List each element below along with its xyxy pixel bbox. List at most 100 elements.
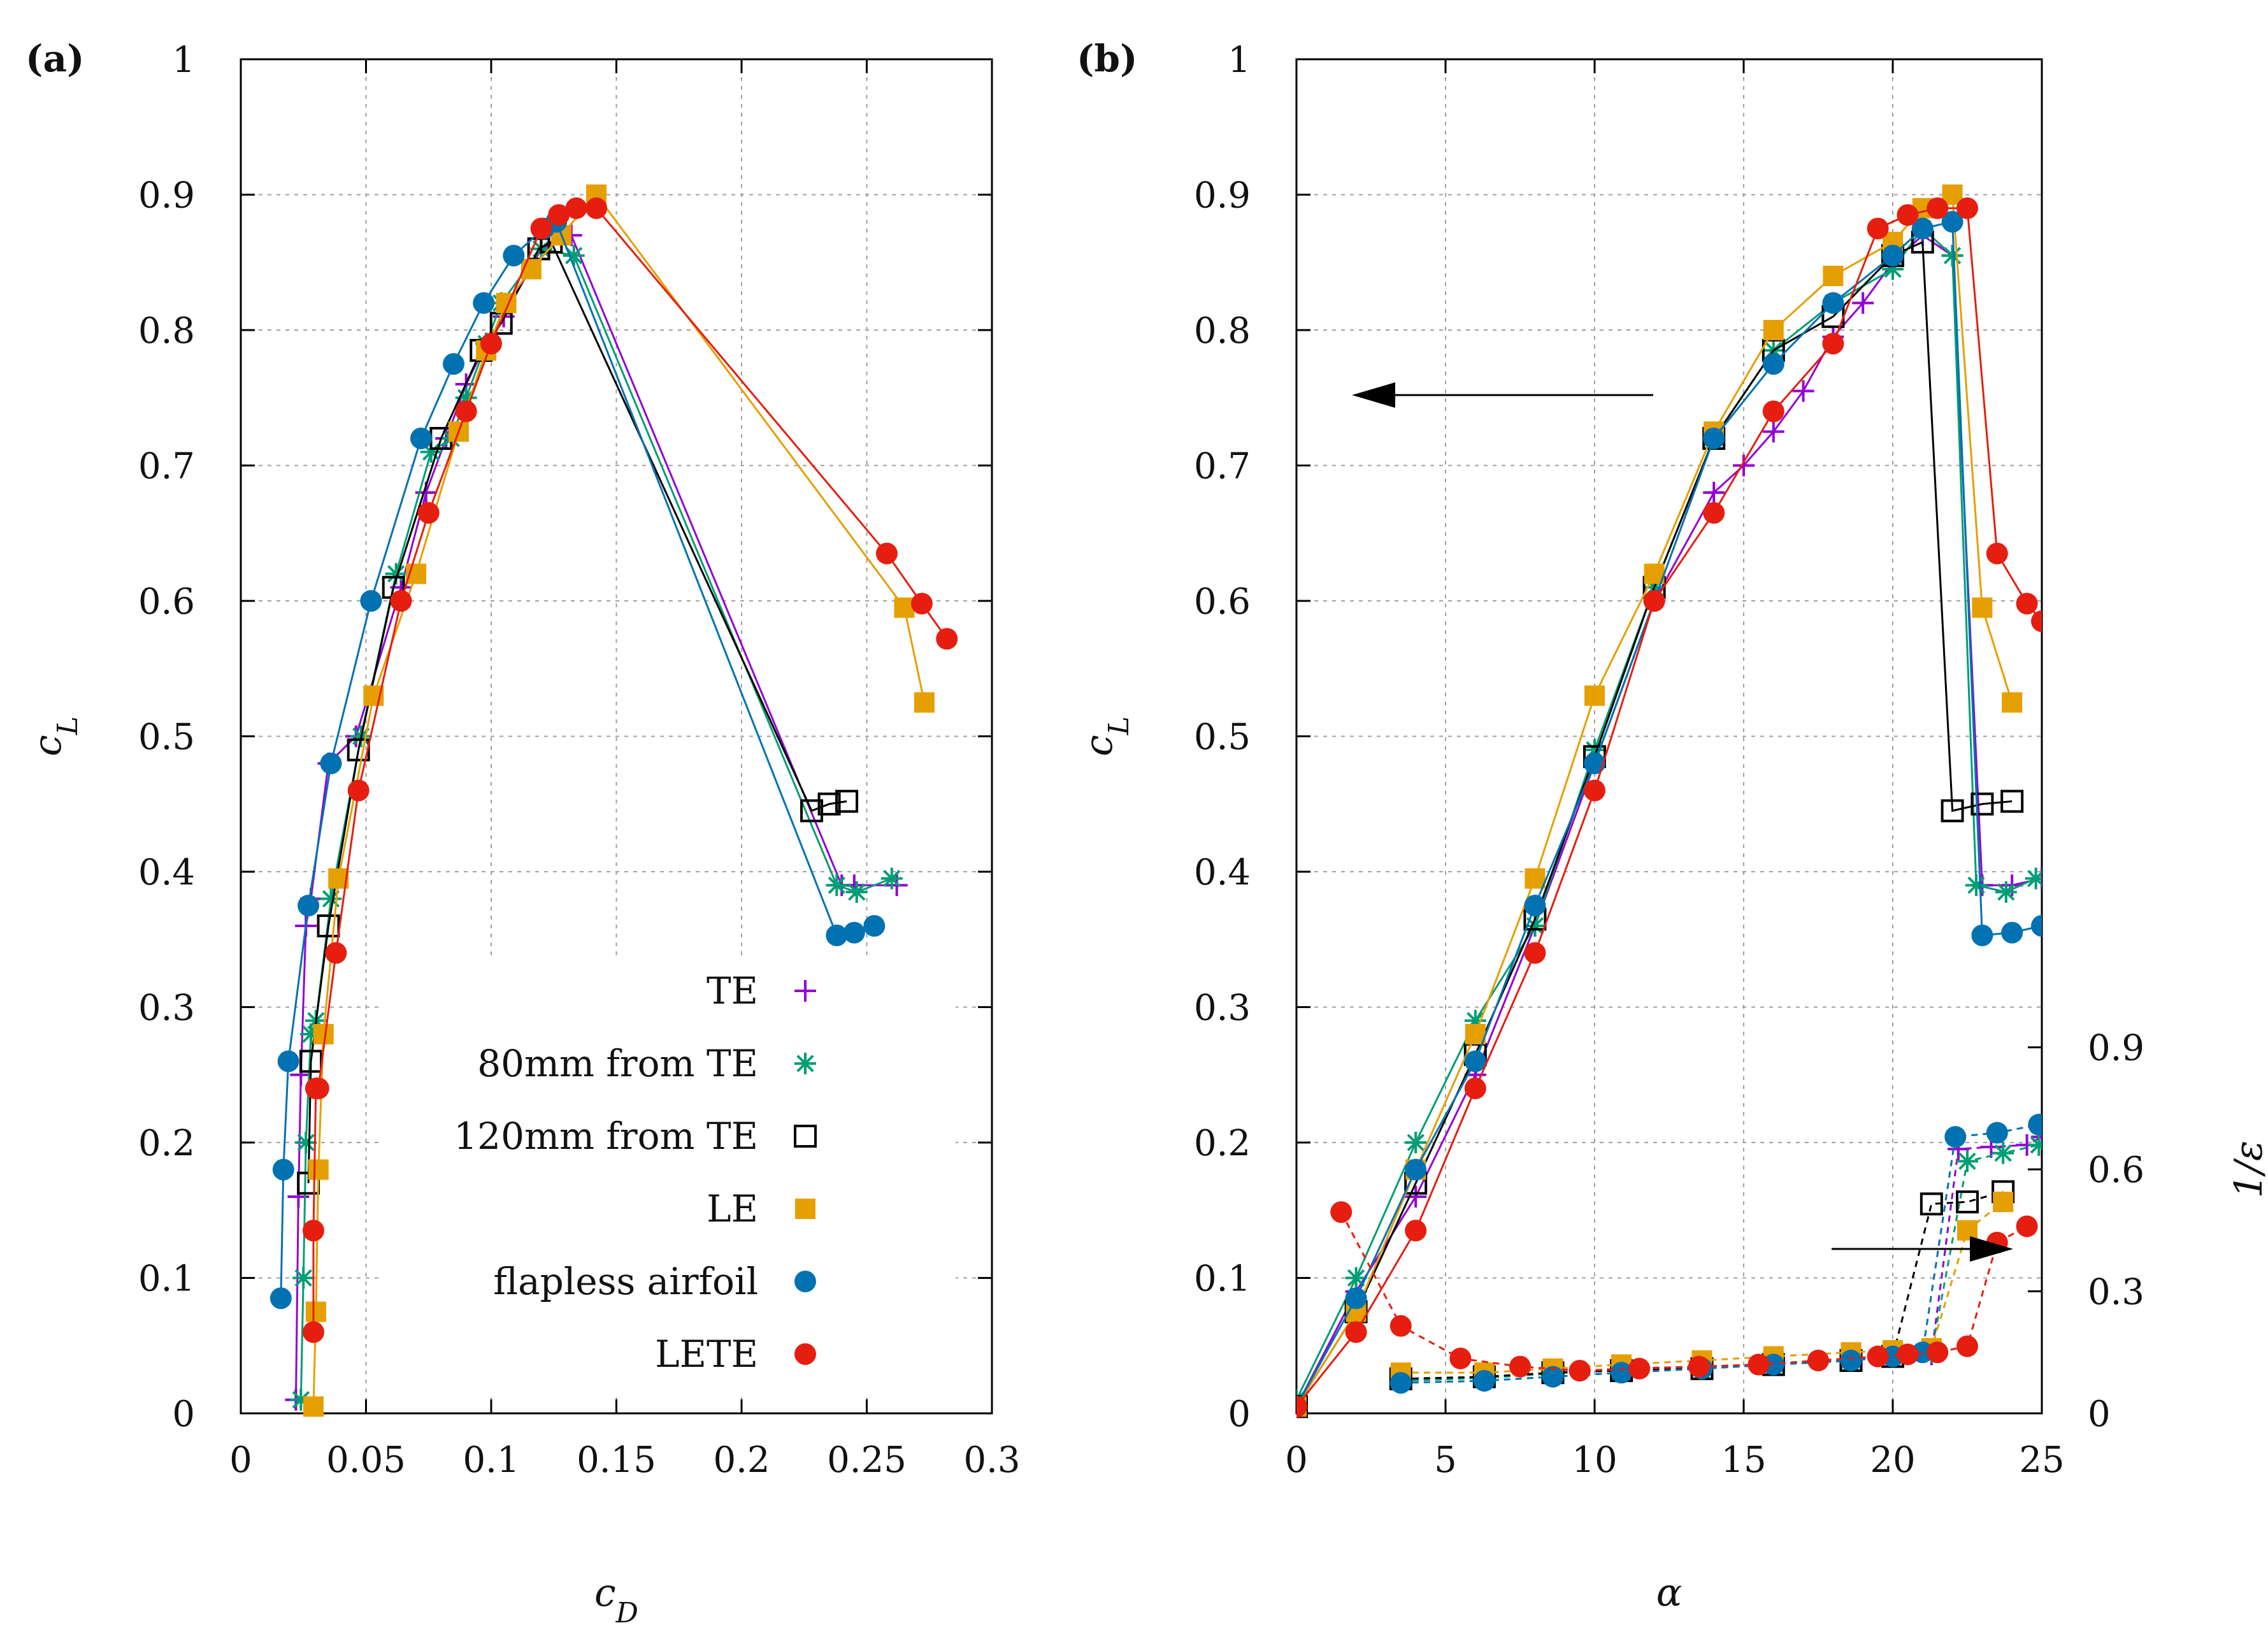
data-point-flapless-airfoil-1 <box>1986 1122 2008 1144</box>
data-point-lete <box>480 333 502 355</box>
data-point-flapless-airfoil-1 <box>1840 1350 1862 1372</box>
data-point-120mm-from-te <box>817 792 841 816</box>
x-tick-label: 20 <box>1870 1439 1915 1481</box>
data-point-120mm-from-te <box>800 799 824 823</box>
data-point-flapless-airfoil <box>1405 1158 1427 1181</box>
y-axis-label: cL <box>25 716 84 756</box>
x-tick-label: 0.25 <box>827 1439 907 1481</box>
y2-tick-label: 0 <box>2088 1394 2111 1435</box>
data-point-lete-1 <box>1867 1345 1889 1367</box>
data-point-lete <box>565 197 587 219</box>
legend-label: TE <box>707 969 758 1013</box>
data-point-le <box>2002 692 2023 713</box>
data-point-120mm-from-te-1 <box>1920 1192 1943 1216</box>
y-tick-label: 0.9 <box>1194 175 1251 217</box>
data-point-lete <box>1867 217 1889 240</box>
y-tick-label: 0.8 <box>138 310 195 352</box>
data-point-lete <box>2016 593 2038 615</box>
data-point-120mm-from-te <box>1941 799 1964 823</box>
data-point-80mm-from-te <box>385 563 407 585</box>
data-point-80mm-from-te <box>1882 258 1904 280</box>
data-point-lete <box>390 590 412 612</box>
data-point-80mm-from-te <box>1584 739 1605 761</box>
data-point-flapless-airfoil <box>843 921 865 944</box>
y-tick-label: 0.8 <box>1194 310 1251 352</box>
data-point-80mm-from-te <box>2025 867 2042 890</box>
data-point-lete-1 <box>1807 1350 1829 1372</box>
data-point-flapless-airfoil <box>1464 1050 1486 1072</box>
arrow-eps-head <box>1970 1236 2013 1262</box>
data-point-le <box>1972 597 1993 618</box>
legend-marker <box>794 1053 816 1074</box>
y-axis-label: cL <box>1077 716 1135 756</box>
data-point-le-1 <box>1993 1192 2014 1213</box>
data-point-le <box>303 1396 324 1417</box>
data-point-80mm-from-te <box>292 1267 315 1289</box>
data-point-le <box>313 1024 334 1044</box>
data-point-lete-1 <box>1389 1315 1412 1337</box>
data-point-flapless-airfoil <box>410 428 432 449</box>
data-point-flapless-airfoil-1 <box>1389 1372 1412 1394</box>
data-point-flapless-airfoil-1 <box>2028 1113 2042 1136</box>
data-point-lete <box>1345 1321 1367 1343</box>
data-point-lete <box>1927 197 1949 219</box>
data-point-lete <box>302 1321 324 1343</box>
data-point-lete <box>1762 400 1784 422</box>
data-point-80mm-from-te <box>826 874 848 897</box>
data-point-flapless-airfoil <box>1524 895 1546 917</box>
x-axis-label: α <box>1656 1571 1683 1615</box>
data-point-lete-1 <box>2016 1215 2038 1237</box>
legend: TE 80mm from TE 120mm from TE LE flapless ai… <box>379 956 956 1396</box>
y2-axis-label: 1/ε <box>2227 1141 2268 1199</box>
data-point-le <box>1823 266 1844 286</box>
data-point-lete <box>1643 590 1665 612</box>
series-line-120mm-from-te <box>1296 240 2013 1408</box>
legend-marker <box>794 1271 816 1292</box>
data-point-flapless-airfoil <box>277 1050 299 1072</box>
data-point-flapless-airfoil <box>473 292 495 314</box>
data-point-flapless-airfoil <box>2001 921 2023 944</box>
data-point-120mm-from-te <box>317 914 340 937</box>
data-point-flapless-airfoil <box>1762 353 1784 375</box>
data-point-120mm-from-te <box>835 790 859 813</box>
legend-marker <box>795 1199 815 1219</box>
panel-b-plot: 0 5 10 15 20 2500.10.20.30.40.50.60.70.80.910… <box>1077 40 2268 1615</box>
data-point-lete <box>302 1220 324 1242</box>
data-point-le <box>305 1301 326 1322</box>
data-point-lete <box>1405 1220 1427 1242</box>
y-tick-label: 0.9 <box>138 175 195 217</box>
data-point-lete <box>1822 333 1844 355</box>
data-point-80mm-from-te <box>1524 915 1546 937</box>
y-tick-label: 0.1 <box>138 1259 195 1300</box>
data-point-120mm-from-te-1 <box>1956 1190 1979 1214</box>
data-point-lete <box>347 779 370 802</box>
y-tick-label: 0.1 <box>1194 1259 1251 1300</box>
data-point-120mm-from-te <box>1970 792 1994 816</box>
x-tick-label: 10 <box>1572 1439 1617 1481</box>
x-tick-label: 25 <box>2019 1439 2064 1481</box>
data-point-lete <box>936 628 958 650</box>
data-point-lete <box>2031 610 2042 632</box>
data-point-flapless-airfoil <box>1822 292 1844 314</box>
x-tick-label: 0.1 <box>463 1439 519 1481</box>
data-point-flapless-airfoil <box>1882 245 1904 267</box>
data-point-te <box>1733 454 1755 477</box>
panel-label-a: (a) <box>25 37 84 80</box>
data-point-flapless-airfoil <box>443 353 465 375</box>
y-tick-label: 0.3 <box>1194 988 1251 1029</box>
panel-label-b: (b) <box>1077 37 1137 80</box>
data-point-flapless-airfoil <box>863 915 886 937</box>
x-tick-label: 0.2 <box>713 1439 770 1481</box>
data-point-flapless-airfoil <box>826 924 848 946</box>
data-point-le <box>1763 320 1784 340</box>
data-point-80mm-from-te <box>320 888 342 910</box>
y-tick-label: 0.5 <box>138 717 195 758</box>
data-point-lete <box>585 197 608 219</box>
y-tick-label: 0.6 <box>138 581 195 623</box>
arrow-cl-head <box>1352 382 1395 408</box>
y-tick-label: 0.2 <box>138 1123 195 1164</box>
data-point-flapless-airfoil <box>272 1158 294 1181</box>
data-point-120mm-from-te <box>2000 790 2024 813</box>
data-point-80mm-from-te-1 <box>2028 1134 2042 1156</box>
